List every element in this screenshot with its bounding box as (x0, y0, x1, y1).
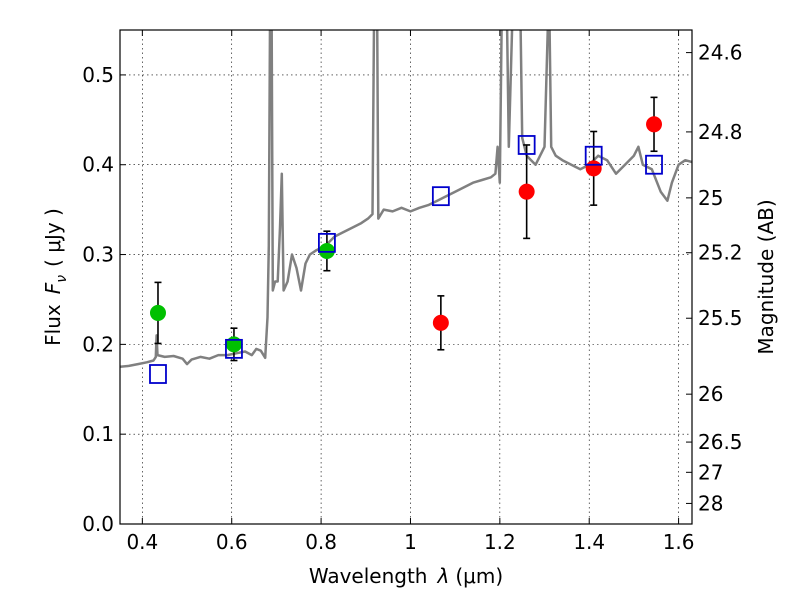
data-point-circle (585, 160, 602, 177)
y2-axis-label: Magnitude (AB) (754, 199, 778, 354)
data-point-square (431, 186, 450, 207)
y2-tick-label: 26.5 (698, 430, 743, 454)
points-layer (149, 96, 663, 384)
y-axis-label-subscript: ν (54, 275, 70, 283)
x-axis-label-text: Wavelength (309, 564, 428, 588)
axis-ticks: 0.4 0.6 0.8 1 1.2 1.4 1.6 0.0 0.1 0.2 0.3 0.4 0.5 24.… (82, 30, 743, 554)
spectrum-layer (120, 30, 692, 369)
data-point-circle (518, 183, 535, 200)
y-tick-label: 0.5 (82, 63, 114, 87)
x-tick-label: 1 (404, 530, 417, 554)
data-point-square (517, 135, 536, 155)
y-axis-label-text: Flux (41, 304, 65, 346)
y2-tick-label: 28 (698, 491, 723, 515)
y-tick-label: 0.0 (82, 512, 114, 536)
x-tick-label: 0.8 (305, 530, 337, 554)
data-point-square (225, 338, 243, 359)
y-axis-label: Flux Fν ( μJy ) (41, 208, 70, 346)
x-axis-label: Wavelength λ (μm) (309, 564, 503, 588)
data-point-square (149, 364, 167, 384)
x-axis-label-unit: (μm) (455, 564, 503, 588)
y-tick-label: 0.1 (82, 422, 114, 446)
plot-frame (119, 29, 693, 525)
y2-tick-label: 26 (698, 382, 723, 406)
x-tick-label: 1.6 (663, 530, 695, 554)
x-tick-label: 0.6 (216, 530, 248, 554)
data-point-square (584, 145, 603, 166)
y2-tick-label: 25.2 (698, 241, 743, 265)
data-point-square (645, 154, 663, 175)
y2-tick-label: 24.8 (698, 120, 743, 144)
y-tick-label: 0.4 (82, 153, 114, 177)
y-tick-label: 0.3 (82, 243, 114, 267)
y-tick-label: 0.2 (82, 332, 114, 356)
y2-tick-label: 27 (698, 460, 723, 484)
x-tick-label: 1.2 (484, 530, 516, 554)
data-point-square (318, 232, 336, 253)
data-point-circle (432, 314, 449, 331)
y2-tick-label: 25 (698, 186, 723, 210)
x-axis-label-symbol: λ (437, 564, 450, 588)
data-point-circle (318, 242, 335, 259)
data-point-circle (149, 304, 166, 321)
x-tick-label: 1.4 (573, 530, 605, 554)
grid-lines (120, 30, 692, 525)
y-axis-label-symbol: F (41, 282, 65, 294)
x-tick-label: 0.4 (126, 530, 158, 554)
y-axis-label-unit: ( μJy ) (41, 208, 65, 267)
y2-tick-label: 25.5 (698, 306, 743, 330)
spectrum-line (120, 30, 692, 369)
data-point-circle (646, 116, 663, 133)
y2-tick-label: 24.6 (698, 41, 743, 65)
